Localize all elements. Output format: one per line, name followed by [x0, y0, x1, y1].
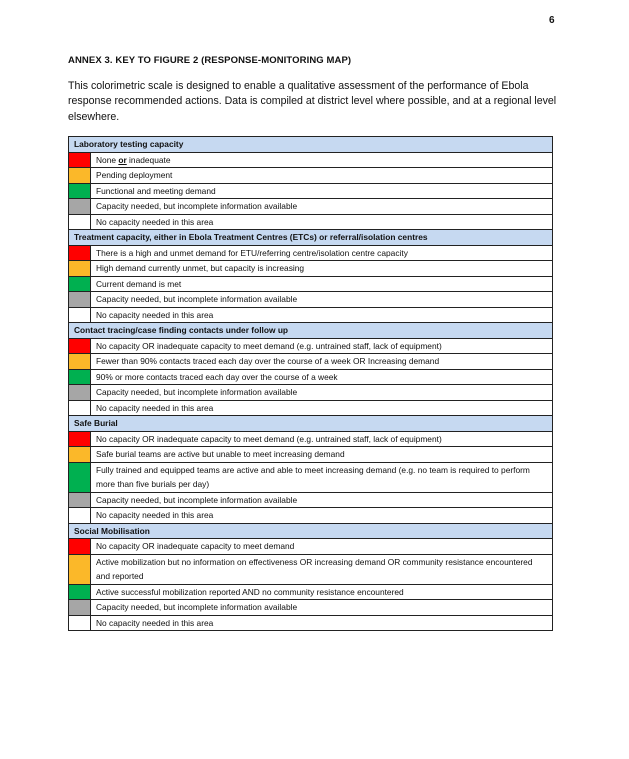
key-row: Active successful mobilization reported …	[68, 583, 553, 600]
green-color-swatch	[68, 583, 91, 600]
key-row: No capacity needed in this area	[68, 399, 553, 416]
section-header: Safe Burial	[68, 415, 553, 432]
key-row: None or inadequate	[68, 151, 553, 168]
key-row: No capacity needed in this area	[68, 213, 553, 230]
green-color-swatch	[68, 368, 91, 385]
orange-color-swatch	[68, 260, 91, 277]
key-row: Capacity needed, but incomplete informat…	[68, 198, 553, 215]
key-description: No capacity needed in this area	[90, 399, 553, 416]
key-description: None or inadequate	[90, 151, 553, 168]
section-header: Social Mobilisation	[68, 522, 553, 539]
red-color-swatch	[68, 151, 91, 168]
key-row: No capacity needed in this area	[68, 507, 553, 524]
intro-paragraph: This colorimetric scale is designed to e…	[68, 80, 557, 123]
key-row: Current demand is met	[68, 275, 553, 292]
key-row: 90% or more contacts traced each day ove…	[68, 368, 553, 385]
red-color-swatch	[68, 430, 91, 447]
key-description: Capacity needed, but incomplete informat…	[90, 198, 553, 215]
page-number: 6	[549, 15, 555, 26]
key-row: Safe burial teams are active but unable …	[68, 446, 553, 463]
key-row: Active mobilization but no information o…	[68, 553, 553, 585]
key-description: No capacity needed in this area	[90, 614, 553, 631]
section-heading: Laboratory testing capacity	[68, 136, 553, 153]
key-row: Capacity needed, but incomplete informat…	[68, 291, 553, 308]
section-heading: Safe Burial	[68, 415, 553, 432]
key-description: Fewer than 90% contacts traced each day …	[90, 353, 553, 370]
grey-color-swatch	[68, 198, 91, 215]
red-color-swatch	[68, 337, 91, 354]
grey-color-swatch	[68, 491, 91, 508]
key-description: Capacity needed, but incomplete informat…	[90, 599, 553, 616]
key-row: Pending deployment	[68, 167, 553, 184]
key-row: Capacity needed, but incomplete informat…	[68, 599, 553, 616]
key-description: There is a high and unmet demand for ETU…	[90, 244, 553, 261]
key-table: Laboratory testing capacity None or inade…	[68, 136, 553, 631]
annex-title: ANNEX 3. KEY TO FIGURE 2 (RESPONSE-MONIT…	[68, 55, 352, 66]
key-row: Fewer than 90% contacts traced each day …	[68, 353, 553, 370]
key-description: No capacity OR inadequate capacity to me…	[90, 538, 553, 555]
key-row: No capacity OR inadequate capacity to me…	[68, 337, 553, 354]
key-description: Capacity needed, but incomplete informat…	[90, 491, 553, 508]
key-description: Fully trained and equipped teams are act…	[90, 461, 553, 493]
key-description: Active successful mobilization reported …	[90, 583, 553, 600]
orange-color-swatch	[68, 446, 91, 463]
key-description: No capacity OR inadequate capacity to me…	[90, 430, 553, 447]
key-description: Safe burial teams are active but unable …	[90, 446, 553, 463]
key-description: Active mobilization but no information o…	[90, 553, 553, 585]
orange-color-swatch	[68, 553, 91, 585]
key-description: Functional and meeting demand	[90, 182, 553, 199]
key-row: No capacity OR inadequate capacity to me…	[68, 430, 553, 447]
orange-color-swatch	[68, 353, 91, 370]
key-description: Capacity needed, but incomplete informat…	[90, 384, 553, 401]
key-row: There is a high and unmet demand for ETU…	[68, 244, 553, 261]
key-row: No capacity OR inadequate capacity to me…	[68, 538, 553, 555]
key-row: No capacity needed in this area	[68, 614, 553, 631]
grey-color-swatch	[68, 384, 91, 401]
key-row: No capacity needed in this area	[68, 306, 553, 323]
key-description: No capacity needed in this area	[90, 213, 553, 230]
green-color-swatch	[68, 182, 91, 199]
green-color-swatch	[68, 275, 91, 292]
key-description: No capacity OR inadequate capacity to me…	[90, 337, 553, 354]
grey-color-swatch	[68, 599, 91, 616]
key-description: Pending deployment	[90, 167, 553, 184]
key-row: Functional and meeting demand	[68, 182, 553, 199]
section-header: Laboratory testing capacity	[68, 136, 553, 153]
key-row: Capacity needed, but incomplete informat…	[68, 384, 553, 401]
key-description: 90% or more contacts traced each day ove…	[90, 368, 553, 385]
key-description: Current demand is met	[90, 275, 553, 292]
key-row: High demand currently unmet, but capacit…	[68, 260, 553, 277]
section-heading: Treatment capacity, either in Ebola Trea…	[68, 229, 553, 246]
red-color-swatch	[68, 244, 91, 261]
key-description: Capacity needed, but incomplete informat…	[90, 291, 553, 308]
white-color-swatch	[68, 399, 91, 416]
key-description: No capacity needed in this area	[90, 306, 553, 323]
white-color-swatch	[68, 213, 91, 230]
section-header: Contact tracing/case finding contacts un…	[68, 322, 553, 339]
key-description: High demand currently unmet, but capacit…	[90, 260, 553, 277]
key-row: Capacity needed, but incomplete informat…	[68, 491, 553, 508]
section-heading: Contact tracing/case finding contacts un…	[68, 322, 553, 339]
green-color-swatch	[68, 461, 91, 493]
white-color-swatch	[68, 306, 91, 323]
white-color-swatch	[68, 507, 91, 524]
grey-color-swatch	[68, 291, 91, 308]
white-color-swatch	[68, 614, 91, 631]
section-header: Treatment capacity, either in Ebola Trea…	[68, 229, 553, 246]
key-row: Fully trained and equipped teams are act…	[68, 461, 553, 493]
orange-color-swatch	[68, 167, 91, 184]
key-description: No capacity needed in this area	[90, 507, 553, 524]
red-color-swatch	[68, 538, 91, 555]
section-heading: Social Mobilisation	[68, 522, 553, 539]
